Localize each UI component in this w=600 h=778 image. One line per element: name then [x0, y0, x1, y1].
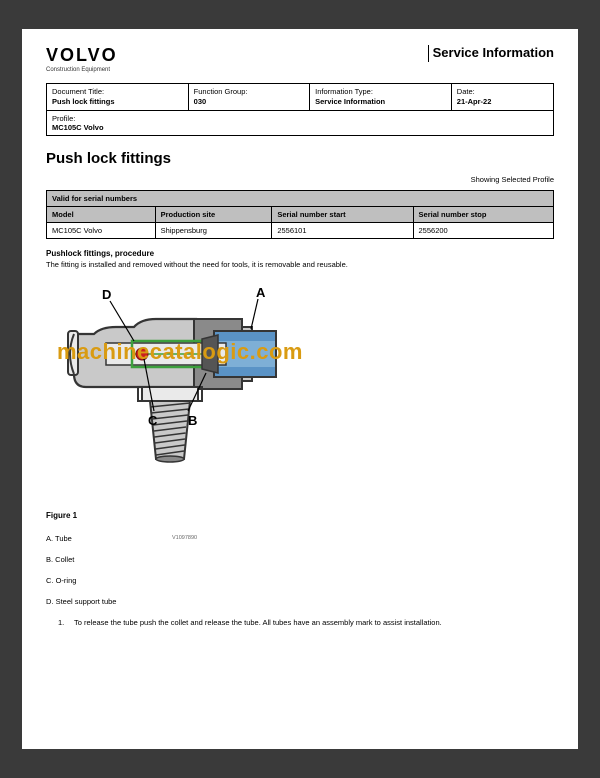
serial-cell: 2556101: [272, 222, 413, 238]
logo-subtitle: Construction Equipment: [46, 67, 118, 73]
legend-item: A. Tube: [46, 534, 554, 543]
profile-label: Profile:: [52, 114, 75, 123]
step: 1.To release the tube push the collet an…: [46, 618, 554, 627]
steps: 1.To release the tube push the collet an…: [46, 618, 554, 627]
figure-label-a: A: [256, 285, 266, 300]
info-table: Document Title:Push lock fittingsFunctio…: [46, 83, 554, 136]
serial-cell: 2556200: [413, 222, 553, 238]
serial-col: Serial number start: [272, 206, 413, 222]
header: VOLVO Construction Equipment Service Inf…: [46, 45, 554, 73]
procedure-text: The fitting is installed and removed wit…: [46, 260, 554, 269]
legend-item: D. Steel support tube: [46, 597, 554, 606]
serial-table-header: Valid for serial numbers: [47, 190, 554, 206]
serial-cell: MC105C Volvo: [47, 222, 156, 238]
serial-col: Production site: [155, 206, 272, 222]
profile-row: Profile: MC105C Volvo: [47, 110, 553, 135]
figure-label-b: B: [188, 413, 197, 428]
legend-item: C. O-ring: [46, 576, 554, 585]
section-title: Push lock fittings: [46, 150, 554, 167]
showing-profile: Showing Selected Profile: [46, 175, 554, 184]
figure: D A C B: [46, 279, 306, 509]
figure-ref: V1097890: [172, 535, 197, 541]
logo-block: VOLVO Construction Equipment: [46, 45, 118, 73]
logo-text: VOLVO: [46, 45, 118, 66]
info-cell: Information Type:Service Information: [310, 84, 452, 110]
service-info-title: Service Information: [428, 45, 554, 62]
serial-table: Valid for serial numbers ModelProduction…: [46, 190, 554, 239]
info-row: Document Title:Push lock fittingsFunctio…: [47, 84, 553, 110]
serial-cell: Shippensburg: [155, 222, 272, 238]
figure-caption: Figure 1: [46, 511, 554, 520]
legend: A. Tube B. Collet C. O-ring D. Steel suppor…: [46, 534, 554, 606]
figure-label-c: C: [148, 413, 158, 428]
fitting-diagram: D A C B: [46, 279, 306, 509]
info-cell: Document Title:Push lock fittings: [47, 84, 189, 110]
profile-value: MC105C Volvo: [52, 123, 104, 132]
legend-item: B. Collet: [46, 555, 554, 564]
serial-col: Model: [47, 206, 156, 222]
serial-col: Serial number stop: [413, 206, 553, 222]
info-cell: Function Group:030: [189, 84, 310, 110]
figure-label-d: D: [102, 287, 111, 302]
info-cell: Date:21-Apr-22: [452, 84, 553, 110]
page: VOLVO Construction Equipment Service Inf…: [22, 29, 578, 749]
procedure-heading: Pushlock fittings, procedure: [46, 249, 554, 258]
